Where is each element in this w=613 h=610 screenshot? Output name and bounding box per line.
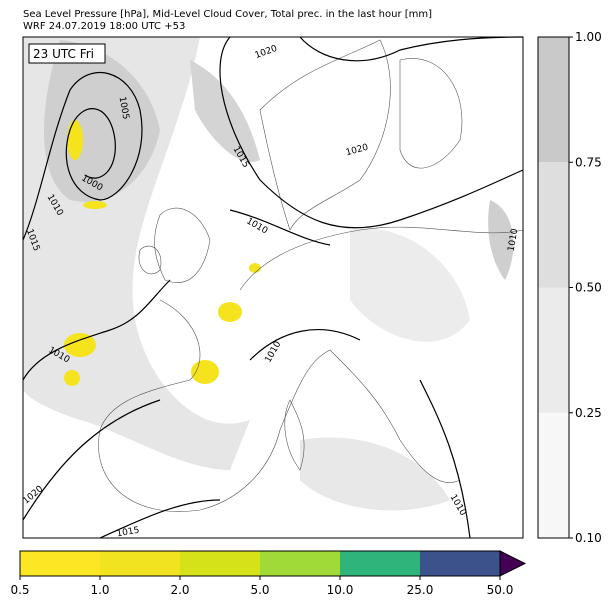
colorbar-tick-label: 0.5 — [10, 583, 29, 597]
colorbar-tick-label: 0.25 — [575, 406, 602, 420]
colorbar-segment — [538, 412, 569, 538]
colorbar-extend — [499, 550, 527, 577]
colorbar-tick-label: 50.0 — [487, 583, 514, 597]
colorbar-segment — [20, 551, 100, 576]
colorbar-tick-label: 0.10 — [575, 531, 602, 545]
map-frame — [22, 36, 524, 539]
colorbar-tick-label: 1.00 — [575, 30, 602, 44]
colorbar-tick-label: 0.75 — [575, 155, 602, 169]
cloud-colorbar: 0.10 0.25 0.50 0.75 1.00 — [537, 30, 602, 545]
time-label-box — [28, 43, 106, 64]
colorbar-segment — [538, 37, 569, 163]
isobar-label: 1005 — [117, 96, 131, 120]
colorbar-segment — [100, 551, 180, 576]
isobar-label: 1010 — [507, 228, 521, 253]
colorbar-segment — [340, 551, 420, 576]
subtitle: WRF 24.07.2019 18:00 UTC +53 — [23, 21, 185, 32]
precip-colorbar: 0.5 1.0 2.0 5.0 10.0 25.0 50.0 — [10, 550, 527, 597]
colorbar-tick-label: 0.50 — [575, 281, 602, 295]
colorbar-tick-label: 25.0 — [407, 583, 434, 597]
colorbar-segment — [538, 162, 569, 288]
colorbar-tick-label: 5.0 — [250, 583, 269, 597]
colorbar-tick-label: 1.0 — [90, 583, 109, 597]
colorbar-tick-label: 2.0 — [170, 583, 189, 597]
title: Sea Level Pressure [hPa], Mid-Level Clou… — [23, 9, 432, 20]
colorbar-tick-label: 10.0 — [327, 583, 354, 597]
time-label: 23 UTC Fri — [33, 47, 94, 61]
colorbar-segment — [180, 551, 260, 576]
colorbar-segment — [420, 551, 500, 576]
isobar-label: 1015 — [116, 526, 140, 540]
colorbar-segment — [538, 287, 569, 413]
colorbar-segment — [260, 551, 340, 576]
precip-fields — [64, 120, 261, 386]
isobars — [22, 36, 524, 539]
